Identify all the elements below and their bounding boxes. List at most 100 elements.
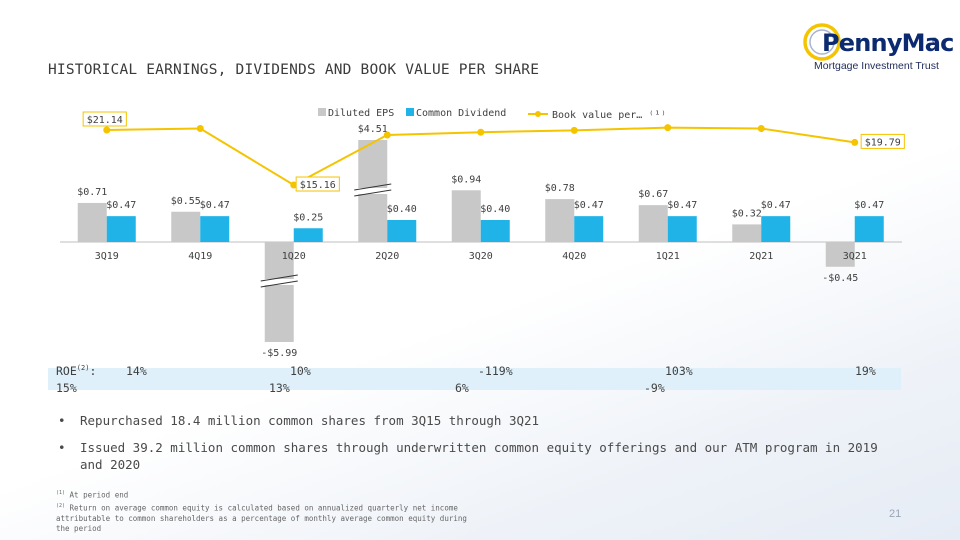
legend-eps-label: Diluted EPS: [328, 108, 394, 119]
eps-bar: [545, 199, 575, 242]
logo-subtitle: Mortgage Investment Trust: [814, 60, 939, 72]
dividend-data-label: $0.25: [293, 212, 323, 223]
eps-bar: [451, 190, 481, 242]
dividend-bar: [574, 216, 604, 242]
eps-data-label: -$0.45: [822, 273, 858, 284]
page-number: 21: [889, 508, 902, 520]
bullet-item: • Repurchased 18.4 million common shares…: [58, 412, 878, 429]
legend-book-value-marker: [535, 111, 541, 117]
x-tick-label: 4Q19: [188, 251, 212, 262]
footnote-mark: (2): [56, 503, 66, 509]
dividend-bar: [200, 216, 230, 242]
footnote-mark: (1): [56, 490, 66, 496]
dividend-bar: [106, 216, 136, 242]
roe-value: 103%: [665, 364, 693, 378]
eps-bar: [171, 211, 201, 242]
book-value-label-box: [860, 133, 905, 149]
eps-data-label: $0.67: [638, 189, 668, 200]
eps-bar: [825, 242, 855, 267]
book-value-label-box: [295, 176, 340, 192]
eps-bar: [264, 242, 294, 342]
page-title: HISTORICAL EARNINGS, DIVIDENDS AND BOOK …: [48, 62, 540, 78]
bullet-dot-icon: •: [58, 413, 66, 428]
dividend-data-label: $0.47: [667, 200, 697, 211]
roe-band: [48, 368, 901, 390]
dividend-data-label: $0.40: [480, 204, 510, 215]
eps-bar: [77, 202, 107, 242]
eps-data-label: $0.71: [77, 187, 107, 198]
x-tick-label: 3Q21: [843, 251, 867, 262]
eps-data-label: $0.94: [451, 174, 481, 185]
pennymac-logo-icon: [803, 23, 841, 61]
roe-value: -119%: [478, 364, 513, 378]
eps-bar: [732, 224, 762, 242]
book-value-data-label: $21.14: [87, 115, 123, 126]
book-value-data-label: $15.16: [300, 180, 336, 191]
dividend-data-label: $0.47: [200, 200, 230, 211]
book-value-point: [757, 125, 765, 133]
roe-value: 19%: [855, 364, 876, 378]
x-tick-label: 3Q19: [95, 251, 119, 262]
axis-break-gap: [260, 279, 298, 285]
x-tick-label: 4Q20: [562, 251, 586, 262]
roe-value: 13%: [269, 381, 290, 395]
book-value-point: [851, 138, 859, 146]
bullet-item: • Issued 39.2 million common shares thro…: [58, 439, 878, 473]
book-value-point: [196, 125, 204, 133]
x-tick-label: 2Q20: [375, 251, 399, 262]
roe-value: 15%: [56, 381, 77, 395]
dividend-data-label: $0.47: [854, 200, 884, 211]
book-value-point: [103, 126, 111, 134]
dividend-bar: [387, 220, 417, 242]
dividend-bar: [854, 216, 884, 242]
legend-book-value-label: Book value per… ⁽¹⁾: [552, 110, 666, 121]
roe-value: 10%: [290, 364, 311, 378]
book-value-data-label: $19.79: [865, 137, 901, 148]
roe-label-sup: (2): [76, 364, 90, 373]
footnote-text: Return on average common equity is calcu…: [56, 503, 467, 533]
eps-data-label: $0.55: [171, 196, 201, 207]
book-value-label-box: [82, 111, 127, 127]
footnote-2: (2) Return on average common equity is c…: [56, 501, 476, 534]
footnote-1: (1) At period end: [56, 488, 356, 501]
roe-label: ROE(2):: [56, 364, 97, 378]
dividend-data-label: $0.40: [387, 204, 417, 215]
logo-wordmark: PennyMac: [822, 29, 954, 57]
dividend-bar: [480, 220, 510, 242]
eps-bar: [638, 205, 668, 242]
axis-break-mark: [354, 189, 392, 197]
roe-value: 6%: [455, 381, 469, 395]
book-value-point: [664, 124, 672, 132]
book-value-point: [570, 126, 578, 134]
x-tick-label: 1Q20: [282, 251, 306, 262]
dividend-data-label: $0.47: [761, 200, 791, 211]
dividend-bar: [667, 216, 697, 242]
eps-data-label: -$5.99: [261, 348, 297, 359]
x-tick-label: 3Q20: [469, 251, 493, 262]
axis-break-mark: [260, 274, 298, 282]
roe-value: 14%: [126, 364, 147, 378]
dividend-bar: [761, 216, 791, 242]
logo-registered-mark: ®: [931, 37, 938, 45]
x-tick-label: 2Q21: [749, 251, 773, 262]
roe-value: -9%: [644, 381, 665, 395]
eps-data-label: $4.51: [358, 124, 388, 135]
legend-eps-swatch: [318, 108, 326, 116]
axis-break-gap: [354, 188, 392, 194]
dividend-data-label: $0.47: [574, 200, 604, 211]
book-value-point: [290, 181, 298, 189]
book-value-point: [383, 131, 391, 139]
footnote-text: At period end: [69, 490, 129, 500]
legend-dividend-swatch: [406, 108, 414, 116]
axis-break-mark: [260, 280, 298, 288]
bullet-text: Repurchased 18.4 million common shares f…: [80, 413, 540, 428]
x-tick-label: 1Q21: [656, 251, 680, 262]
bullet-list: • Repurchased 18.4 million common shares…: [58, 412, 878, 483]
earnings-chart: 3Q19$0.71$0.474Q19$0.55$0.471Q20-$5.99$0…: [60, 108, 905, 359]
eps-data-label: $0.32: [732, 208, 762, 219]
legend-dividend-label: Common Dividend: [416, 108, 506, 119]
dividend-bar: [293, 228, 323, 242]
book-value-point: [477, 128, 485, 136]
bullet-text: Issued 39.2 million common shares throug…: [80, 440, 878, 472]
axis-break-mark: [354, 183, 392, 191]
